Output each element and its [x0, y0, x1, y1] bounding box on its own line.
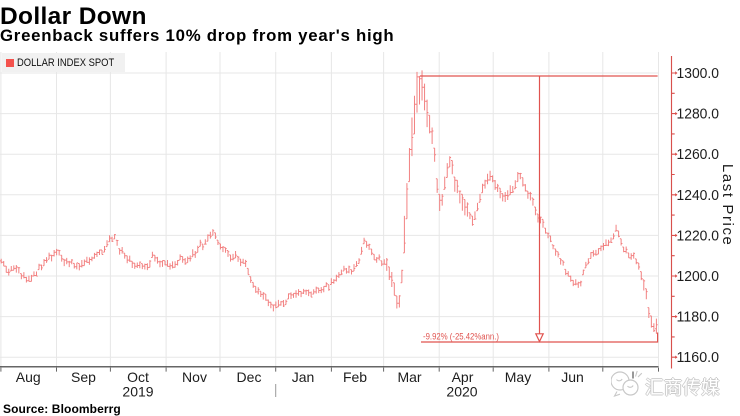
svg-text:May: May	[505, 369, 531, 385]
svg-text:Nov: Nov	[182, 369, 207, 385]
svg-text:2019: 2019	[122, 384, 153, 400]
svg-text:-9.92% (-25.42%ann.): -9.92% (-25.42%ann.)	[423, 332, 499, 342]
svg-text:Feb: Feb	[343, 369, 367, 385]
svg-text:Jun: Jun	[561, 369, 584, 385]
svg-text:1160.0: 1160.0	[677, 350, 720, 366]
svg-text:1200.0: 1200.0	[677, 269, 720, 285]
svg-text:Jan: Jan	[292, 369, 315, 385]
svg-text:Aug: Aug	[16, 369, 41, 385]
svg-text:Mar: Mar	[397, 369, 421, 385]
svg-text:Apr: Apr	[452, 369, 474, 385]
svg-text:Sep: Sep	[71, 369, 96, 385]
svg-text:1180.0: 1180.0	[677, 310, 720, 326]
svg-text:1240.0: 1240.0	[677, 188, 720, 204]
svg-text:Dec: Dec	[237, 369, 262, 385]
svg-text:1260.0: 1260.0	[677, 147, 720, 163]
svg-text:1280.0: 1280.0	[677, 107, 720, 123]
svg-text:Last Price: Last Price	[719, 164, 736, 245]
svg-text:1300.0: 1300.0	[677, 66, 720, 82]
svg-text:2020: 2020	[446, 384, 477, 400]
svg-text:1220.0: 1220.0	[677, 228, 720, 244]
svg-text:Oct: Oct	[127, 369, 149, 385]
